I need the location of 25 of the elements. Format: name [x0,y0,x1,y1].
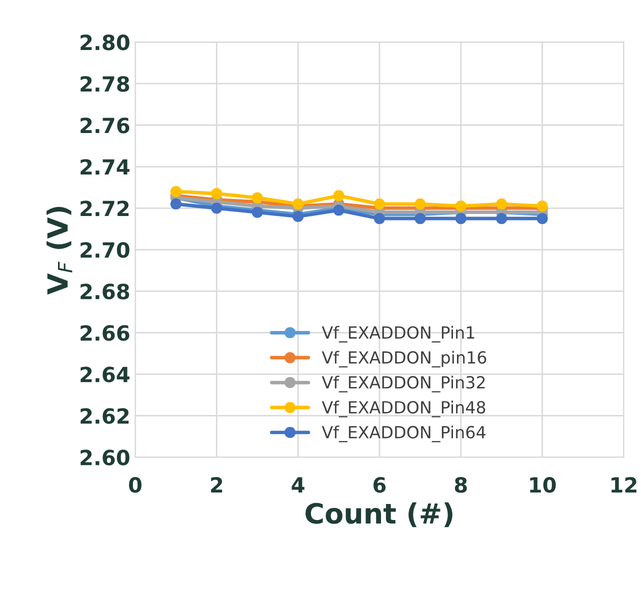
y-tick-label: 2.78 [80,76,130,92]
x-tick-label: 12 [612,477,636,492]
legend-label: Vf_EXADDON_Pin32 [322,376,485,392]
y-tick-label: 2.64 [80,366,130,382]
x-tick-label: 4 [292,477,304,492]
legend-label: Vf_EXADDON_pin16 [322,350,486,368]
y-tick-label: 2.70 [80,242,130,258]
x-tick-label: 8 [454,477,467,493]
x-tick-label: 6 [374,477,386,493]
y-tick-label: 2.68 [80,284,130,300]
x-tick-label: 2 [211,477,222,492]
y-axis-title: V$_{F}$ (V) [46,206,72,295]
legend-label: Vf_EXADDON_Pin1 [322,326,474,342]
x-tick-label: 10 [530,477,556,493]
x-axis-title: Count (#) [306,502,452,528]
y-tick-label: 2.62 [80,408,129,424]
y-tick-label: 2.66 [80,325,130,341]
legend-label: Vf_EXADDON_Pin48 [322,400,486,418]
y-tick-label: 2.72 [80,200,129,216]
y-tick-label: 2.76 [80,118,130,134]
legend-label: Vf_EXADDON_Pin64 [322,426,486,442]
y-tick-label: 2.60 [80,450,130,466]
x-tick-label: 0 [129,477,142,493]
y-tick-label: 2.80 [80,34,130,50]
y-tick-label: 2.74 [80,159,130,175]
